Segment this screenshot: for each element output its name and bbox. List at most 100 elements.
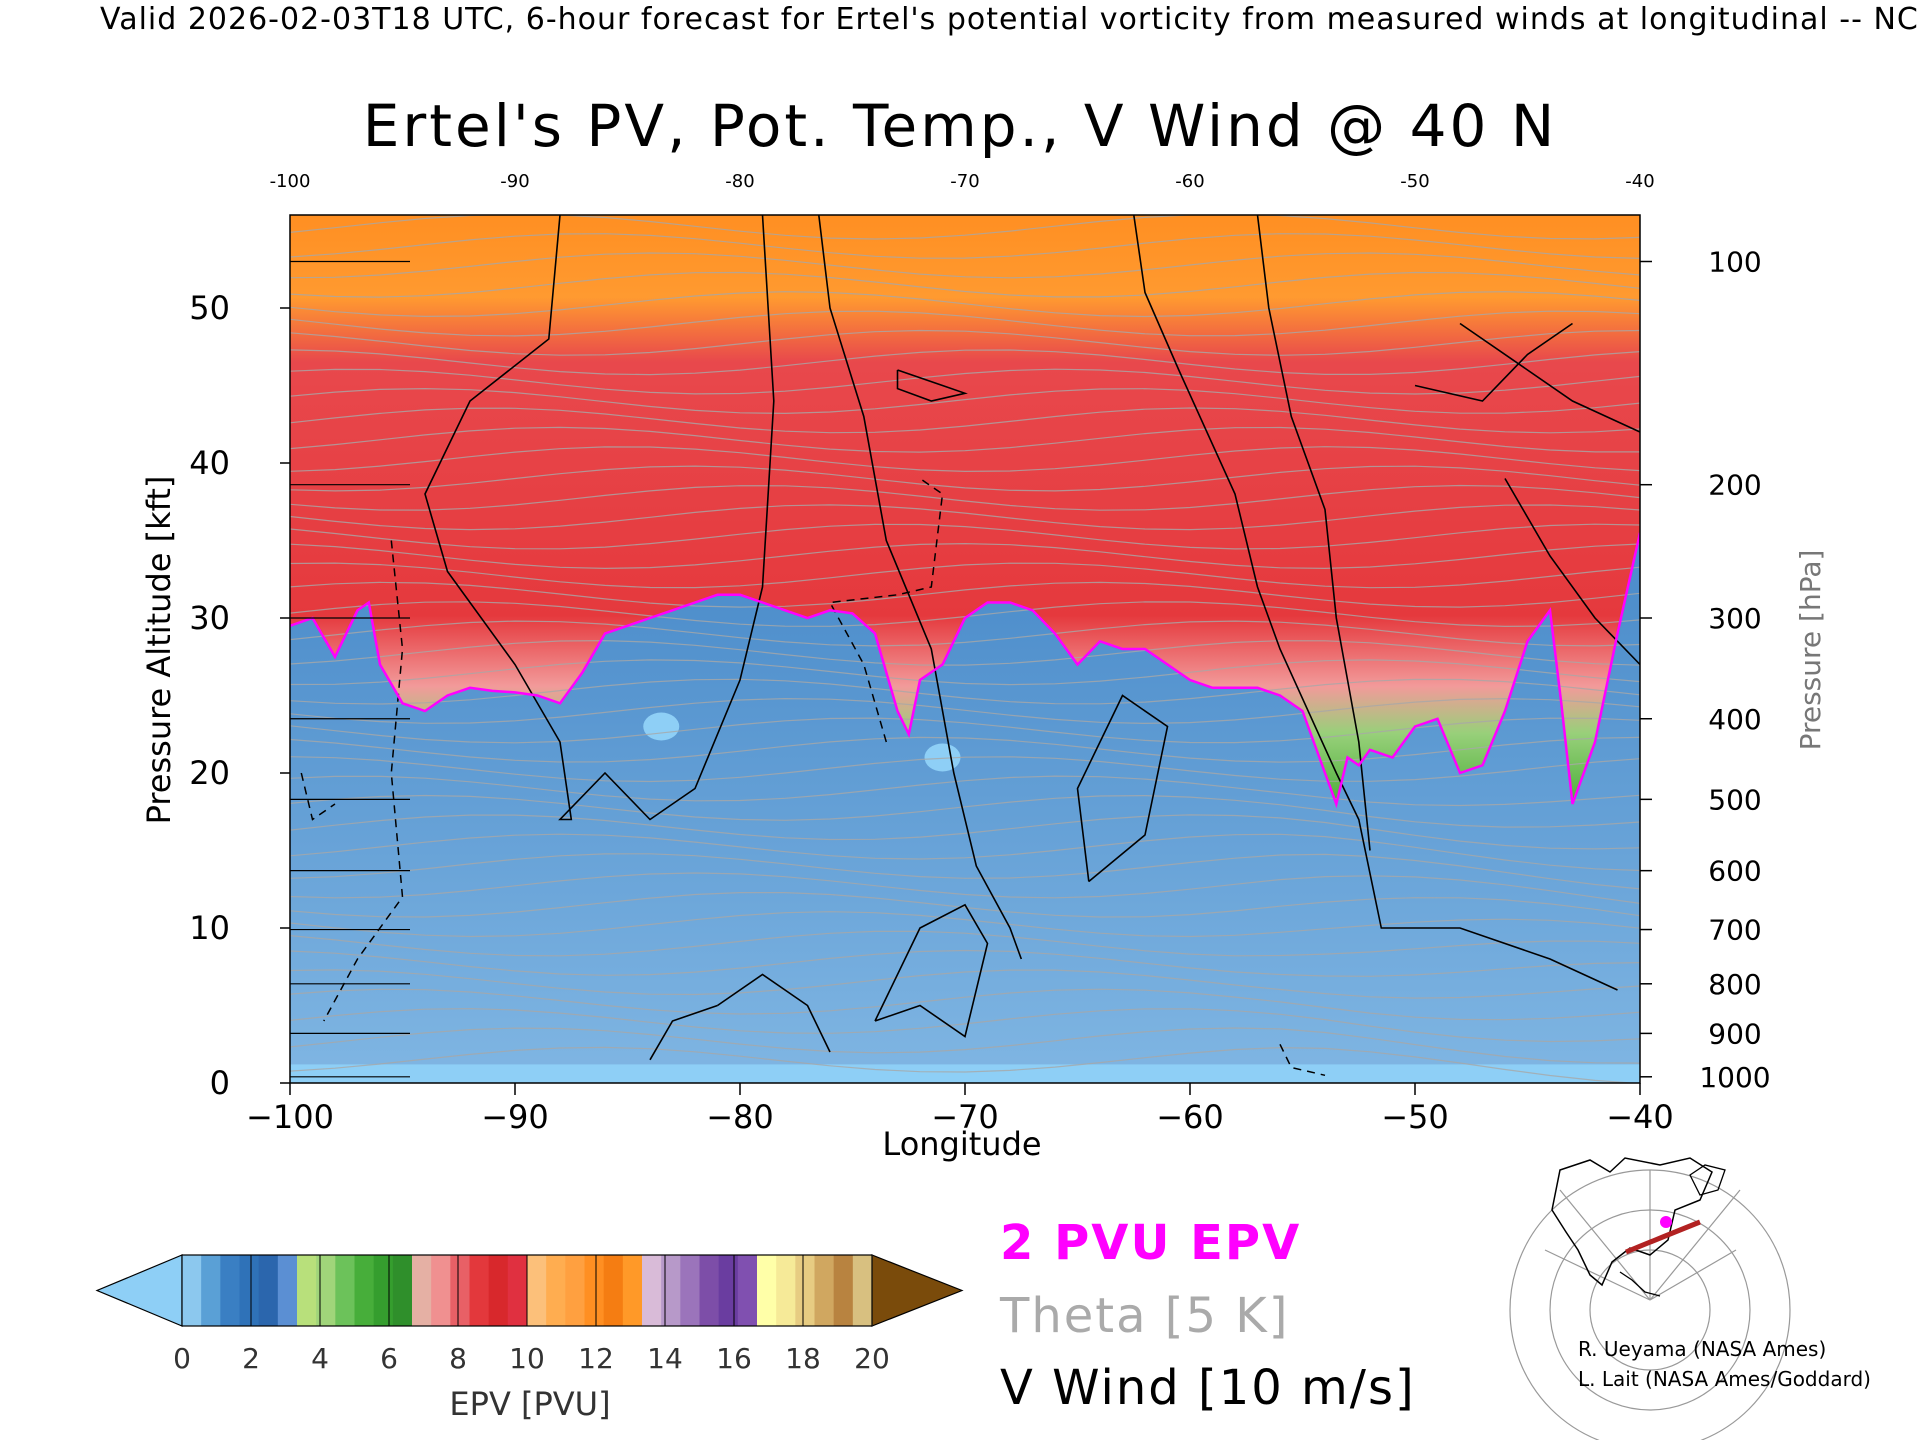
theta-contour (290, 988, 1640, 1021)
colorbar-swatch (565, 1255, 586, 1326)
colorbar-swatch (737, 1255, 758, 1326)
colorbar-swatch (354, 1255, 375, 1326)
colorbar-swatch (680, 1255, 701, 1326)
colorbar-swatch (527, 1255, 547, 1326)
y-axis-label: Pressure Altitude [kft] (140, 476, 178, 825)
colorbar-tick-label: 0 (173, 1342, 191, 1375)
pressure-tick-label: 1000 (1699, 1061, 1770, 1094)
pressure-axis-ticks: 100 200 300 400 500 600 700 800 900 1000 (290, 246, 1771, 1094)
y-tick-label: 50 (189, 289, 230, 327)
colorbar-swatch (431, 1255, 451, 1326)
v-wind-negative-contour (300, 772, 336, 821)
legend-v-wind: V Wind [10 m/s] (1000, 1360, 1416, 1416)
tropopause-line (290, 532, 1640, 809)
theta-contour (290, 853, 1640, 890)
colorbar-swatch (277, 1255, 298, 1326)
v-wind-contour (896, 369, 968, 402)
x-top-tick-label: -80 (725, 171, 754, 192)
y-axis-ticks: 0 10 20 30 40 50 (189, 289, 290, 1102)
v-wind-contour (717, 973, 831, 1053)
x-top-tick-label: -100 (270, 171, 311, 192)
colorbar-swatch (316, 1255, 336, 1326)
theta-contour (290, 872, 1640, 904)
y-tick-label: 40 (189, 444, 230, 482)
colorbar-swatch (661, 1255, 681, 1326)
legend-theta: Theta [5 K] (1000, 1288, 1290, 1344)
stratosphere-fill (290, 215, 1640, 804)
colorbar-under-arrow (95, 1254, 183, 1327)
chart-title: Ertel's PV, Pot. Temp., V Wind @ 40 N (362, 92, 1558, 160)
colorbar-swatch (699, 1255, 720, 1326)
colorbar-swatch (814, 1255, 835, 1326)
pressure-tick-label: 600 (1708, 855, 1761, 888)
theta-contour (290, 678, 1640, 705)
colorbar-tick-label: 10 (509, 1342, 545, 1375)
colorbar-tick-label: 6 (380, 1342, 398, 1375)
colorbar-tick-label: 14 (647, 1342, 683, 1375)
colorbar-swatch (757, 1255, 777, 1326)
theta-contour (290, 892, 1640, 918)
theta-contour (290, 407, 1640, 434)
colorbar-swatch (603, 1255, 624, 1326)
pressure-tick-label: 200 (1708, 469, 1761, 502)
colorbar-tick-label: 16 (716, 1342, 752, 1375)
v-wind-contour (1414, 322, 1573, 402)
y-tick-label: 0 (210, 1064, 230, 1102)
y-tick-label: 20 (189, 754, 230, 792)
theta-contour (290, 659, 1640, 686)
theta-contour (290, 291, 1640, 318)
tropopause-2pvu-contour (290, 532, 1640, 809)
theta-contour (290, 349, 1640, 376)
pressure-tick-label: 100 (1708, 246, 1761, 279)
theta-contour (290, 756, 1640, 783)
theta-contour (290, 1046, 1640, 1083)
x-tick-label: −60 (1156, 1098, 1224, 1136)
theta-contour (290, 1007, 1640, 1043)
v-wind-contour (1076, 694, 1169, 883)
colorbar-swatch (373, 1255, 394, 1326)
pressure-tick-label: 700 (1708, 914, 1761, 947)
theta-contour (290, 639, 1640, 666)
theta-contour (290, 620, 1640, 647)
x-top-tick-label: -70 (950, 171, 979, 192)
pressure-tick-label: 400 (1708, 703, 1761, 736)
legend-tropopause: 2 PVU EPV (1000, 1215, 1302, 1271)
colorbar-swatch (182, 1255, 202, 1326)
colorbar-tick-label: 18 (785, 1342, 821, 1375)
location-map (1509, 1150, 1791, 1440)
colorbar-swatch (852, 1255, 873, 1326)
x-tick-label: −80 (706, 1098, 774, 1136)
theta-contour (290, 446, 1640, 473)
theta-contour (290, 833, 1640, 872)
theta-contour (290, 465, 1640, 492)
v-wind-negative-contour (1279, 1043, 1326, 1077)
colorbar-swatch (201, 1255, 221, 1326)
colorbar-swatch (642, 1255, 662, 1326)
theta-contour (290, 329, 1640, 356)
surface-band (290, 1064, 1640, 1083)
colorbar-swatch (469, 1255, 490, 1326)
v-wind-contour (818, 215, 1023, 960)
theta-contour (290, 697, 1640, 725)
theta-contour (290, 271, 1640, 298)
colorbar-swatch (546, 1255, 566, 1326)
theta-contour (290, 542, 1640, 570)
pressure-tick-label: 300 (1708, 602, 1761, 635)
colorbar-swatch (584, 1255, 605, 1326)
pressure-tick-label: 800 (1708, 968, 1761, 1001)
theta-contour (290, 930, 1640, 957)
theta-contour (290, 215, 1640, 240)
x-axis-ticks: −100 -100 −90 -90 −80 -80 −70 -70 −60 -60 −50 -50 −4… (246, 171, 1674, 1136)
x-top-tick-label: -50 (1400, 171, 1429, 192)
x-top-tick-label: -90 (500, 171, 529, 192)
v-wind-contour (424, 215, 775, 821)
v-wind-contour (1133, 215, 1618, 991)
colorbar-tick-label: 4 (311, 1342, 329, 1375)
theta-contour (290, 504, 1640, 531)
colorbar-swatch (297, 1255, 317, 1326)
colorbar-swatch (776, 1255, 796, 1326)
colorbar-tick-label: 2 (242, 1342, 260, 1375)
pressure-tick-label: 900 (1708, 1017, 1761, 1050)
credit-line-2: L. Lait (NASA Ames/Goddard) (1578, 1367, 1871, 1391)
